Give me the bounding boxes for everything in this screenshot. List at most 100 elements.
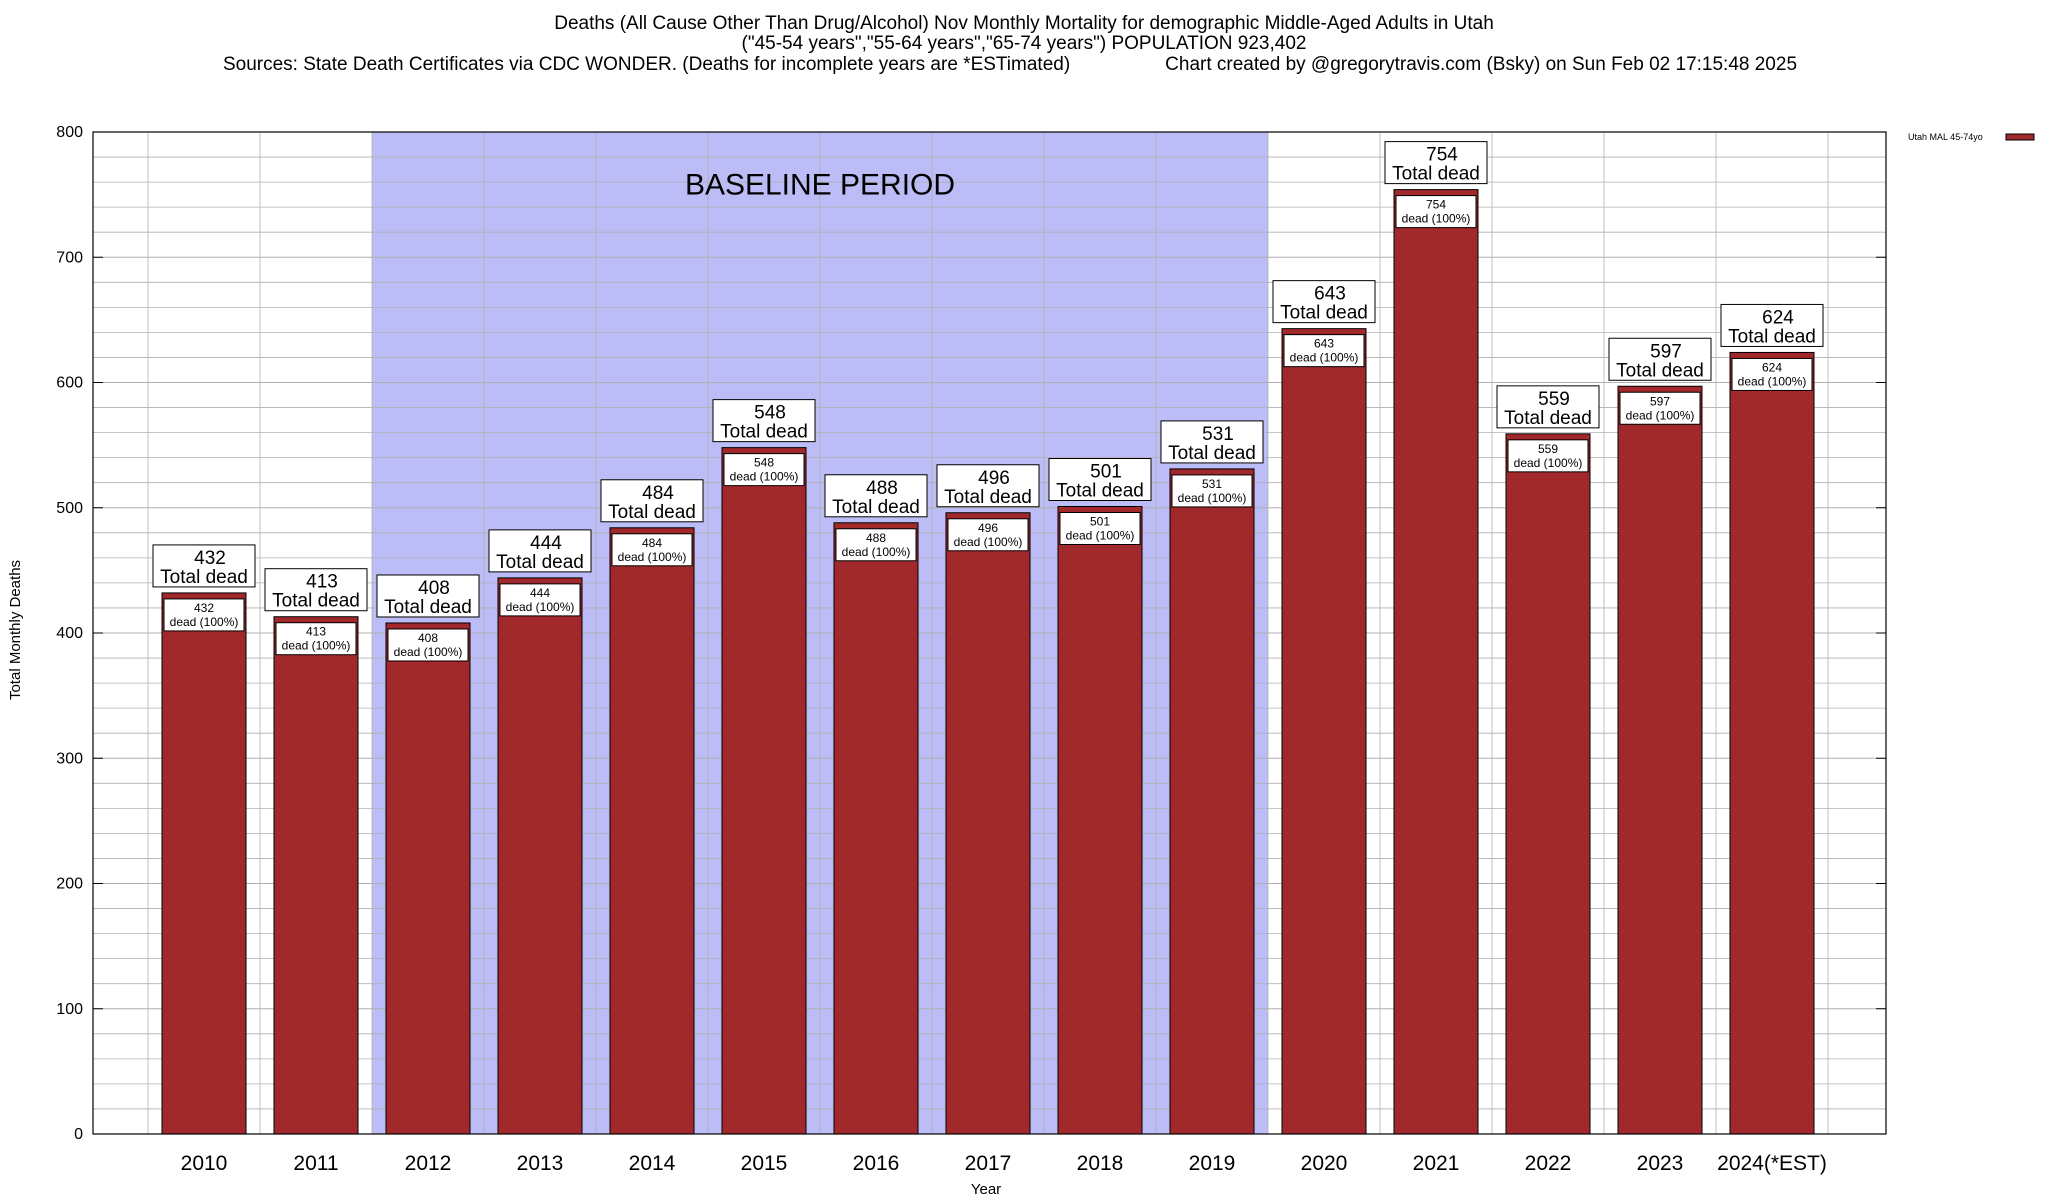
chart-subtitle: ("45-54 years","55-64 years","65-74 year… (741, 33, 1307, 54)
inner-label-box (1619, 391, 1701, 425)
inner-label-value: 559 (1538, 442, 1558, 456)
inner-label-box (1395, 195, 1477, 229)
inner-label-text: dead (100%) (954, 535, 1023, 549)
inner-label-text: dead (100%) (394, 645, 463, 659)
inner-label-value: 548 (754, 456, 774, 470)
top-label-text: Total dead (160, 567, 248, 588)
top-label-value: 484 (642, 483, 674, 504)
top-label-box (1384, 141, 1488, 185)
top-label-box (712, 399, 816, 443)
top-label-value: 559 (1538, 389, 1570, 410)
inner-label-value: 624 (1762, 360, 1782, 374)
bar (1393, 189, 1479, 1135)
top-label-box (1160, 420, 1264, 464)
x-tick-label: 2020 (1301, 1152, 1348, 1175)
top-label-box (488, 529, 592, 573)
top-label-text: Total dead (496, 552, 584, 573)
top-label-text: Total dead (720, 422, 808, 443)
top-label-value: 408 (418, 578, 450, 599)
top-label-text: Total dead (384, 597, 472, 618)
inner-label-value: 496 (978, 521, 998, 535)
inner-label-text: dead (100%) (1066, 528, 1135, 542)
top-label-text: Total dead (1504, 408, 1592, 429)
inner-label-box (1507, 439, 1589, 473)
inner-label-text: dead (100%) (1514, 456, 1583, 470)
chart-title: Deaths (All Cause Other Than Drug/Alcoho… (554, 13, 1494, 34)
top-label-text: Total dead (1616, 360, 1704, 381)
inner-label-box (163, 598, 245, 632)
inner-label-text: dead (100%) (506, 600, 575, 614)
inner-label-box (387, 628, 469, 662)
bar (1505, 433, 1591, 1135)
top-label-value: 413 (306, 572, 338, 593)
x-tick-label: 2015 (741, 1152, 788, 1175)
inner-label-text: dead (100%) (282, 639, 351, 653)
top-label-box (936, 464, 1040, 508)
top-label-box (376, 574, 480, 618)
top-label-value: 496 (978, 468, 1010, 489)
top-label-box (600, 479, 704, 523)
top-label-text: Total dead (832, 497, 920, 518)
top-label-value: 643 (1314, 284, 1346, 305)
legend: Utah MAL 45-74yo (1908, 132, 2035, 142)
top-label-value: 444 (530, 533, 562, 554)
inner-label-box (1171, 474, 1253, 508)
x-tick-label: 2023 (1637, 1152, 1684, 1175)
top-label-text: Total dead (1392, 164, 1480, 185)
inner-label-value: 643 (1314, 337, 1334, 351)
inner-label-text: dead (100%) (170, 615, 239, 629)
bar (833, 522, 919, 1135)
source-line: Sources: State Death Certificates via CD… (223, 54, 1797, 75)
y-tick-label: 700 (56, 249, 83, 266)
bar (1057, 505, 1143, 1135)
y-tick-label: 300 (56, 750, 83, 767)
inner-label-box (1283, 334, 1365, 368)
bar (945, 512, 1031, 1135)
top-label-text: Total dead (608, 502, 696, 523)
bar (273, 616, 359, 1135)
x-tick-label: 2018 (1077, 1152, 1124, 1175)
top-label-box (1496, 385, 1600, 429)
x-axis-label: Year (971, 1181, 1001, 1198)
legend-swatch (2005, 133, 2035, 141)
bar (161, 592, 247, 1135)
chart-title-block: Deaths (All Cause Other Than Drug/Alcoho… (0, 14, 2048, 54)
top-label-box (1608, 337, 1712, 381)
inner-label-box (947, 518, 1029, 552)
x-tick-label: 2011 (293, 1152, 338, 1175)
y-tick-label: 800 (56, 124, 83, 141)
legend-label: Utah MAL 45-74yo (1908, 132, 1983, 142)
y-tick-label: 100 (56, 1001, 83, 1018)
inner-label-text: dead (100%) (730, 470, 799, 484)
top-label-box (152, 544, 256, 588)
inner-label-text: dead (100%) (842, 545, 911, 559)
bar (497, 577, 583, 1135)
top-label-value: 548 (754, 403, 786, 424)
inner-label-text: dead (100%) (1178, 491, 1247, 505)
inner-label-value: 597 (1650, 394, 1670, 408)
top-label-box (1048, 457, 1152, 501)
top-label-text: Total dead (944, 487, 1032, 508)
inner-label-value: 432 (194, 601, 214, 615)
baseline-annotation: BASELINE PERIOD (685, 169, 955, 202)
bar (1281, 328, 1367, 1135)
top-label-value: 432 (194, 548, 226, 569)
top-label-value: 624 (1762, 307, 1794, 328)
y-tick-label: 200 (56, 876, 83, 893)
x-tick-label: 2024(*EST) (1717, 1152, 1827, 1175)
source-right: Chart created by @gregorytravis.com (Bsk… (1165, 54, 1797, 75)
